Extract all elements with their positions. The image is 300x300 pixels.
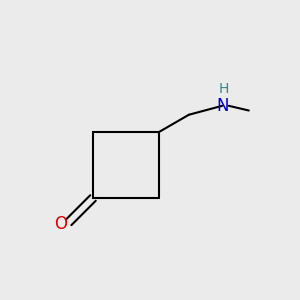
Text: N: N xyxy=(216,97,229,115)
Text: O: O xyxy=(54,215,67,233)
Text: H: H xyxy=(218,82,229,96)
